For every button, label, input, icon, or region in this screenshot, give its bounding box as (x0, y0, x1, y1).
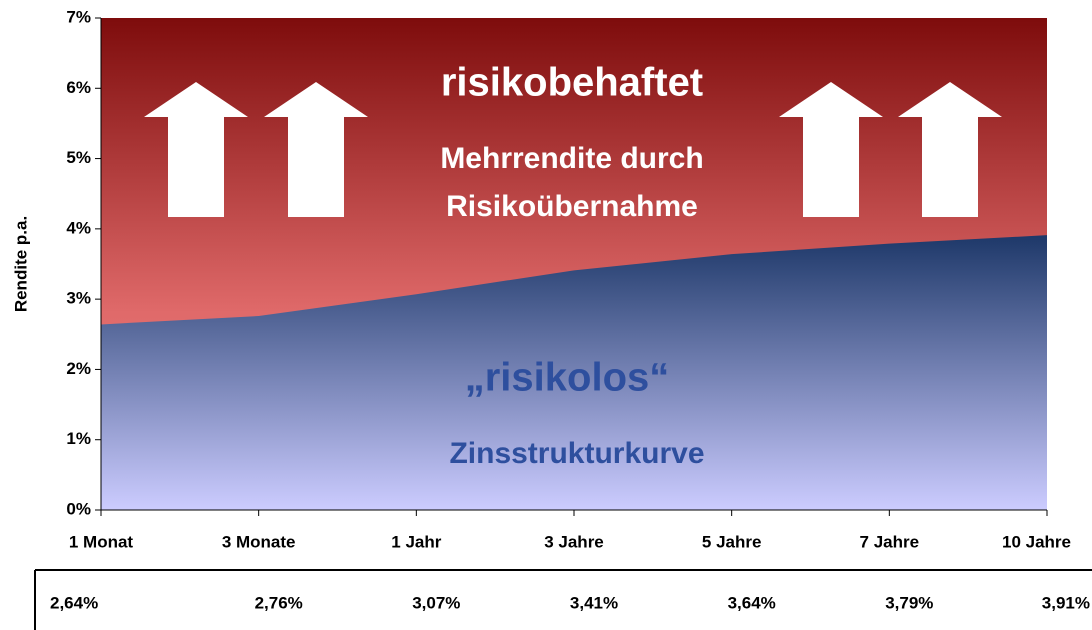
value-label: 3,79% (885, 593, 933, 612)
arrow (779, 82, 883, 217)
x-tick-label: 3 Jahre (544, 532, 604, 551)
value-label: 2,64% (50, 593, 98, 612)
x-tick-label: 7 Jahre (860, 532, 920, 551)
value-label: 3,91% (1042, 593, 1090, 612)
annotation: Risikoübernahme (446, 190, 698, 223)
x-tick-label: 1 Jahr (391, 532, 441, 551)
y-tick-label: 4% (66, 218, 91, 237)
y-tick-label: 7% (66, 7, 91, 26)
value-label: 3,07% (412, 593, 460, 612)
y-tick-label: 5% (66, 148, 91, 167)
value-label: 2,76% (255, 593, 303, 612)
arrows (144, 82, 1002, 217)
arrow (144, 82, 248, 217)
value-label: 3,64% (728, 593, 776, 612)
x-tick-label: 1 Monat (69, 532, 134, 551)
arrow (264, 82, 368, 217)
y-tick-label: 1% (66, 429, 91, 448)
arrow (898, 82, 1002, 217)
value-label: 3,41% (570, 593, 618, 612)
annotation: Zinsstrukturkurve (449, 437, 704, 470)
x-tick-label: 10 Jahre (1002, 532, 1071, 551)
annotation: risikobehaftet (441, 61, 703, 105)
x-tick-label: 5 Jahre (702, 532, 762, 551)
y-tick-label: 6% (66, 78, 91, 97)
area (101, 235, 1047, 510)
x-tick-label: 3 Monate (222, 532, 296, 551)
y-tick-label: 0% (66, 499, 91, 518)
annotation: Mehrrendite durch (440, 142, 703, 175)
y-tick-label: 2% (66, 359, 91, 378)
y-axis-label: Rendite p.a. (11, 216, 30, 312)
y-tick-label: 3% (66, 289, 91, 308)
annotation: „risikolos“ (465, 356, 670, 400)
